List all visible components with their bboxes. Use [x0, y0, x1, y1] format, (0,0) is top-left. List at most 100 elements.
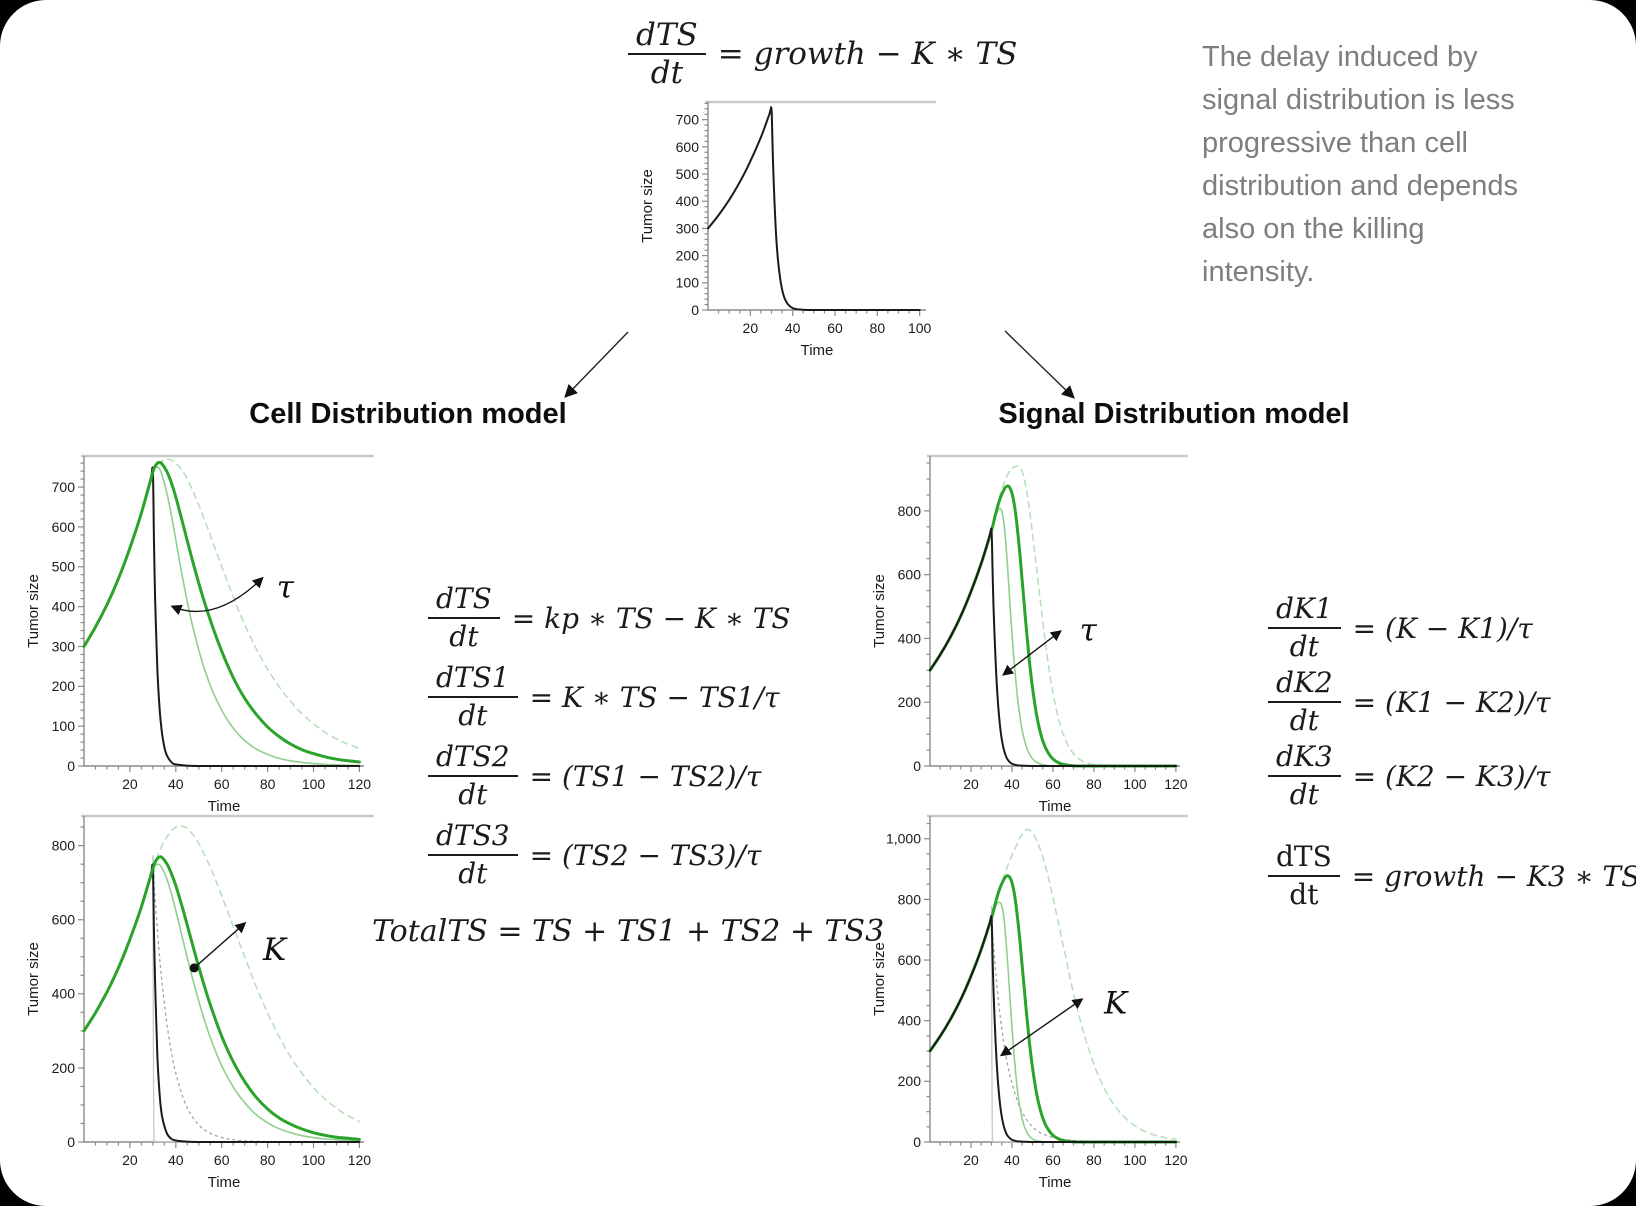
svg-text:500: 500: [676, 166, 700, 182]
side-note: The delay induced by signal distribution…: [1202, 41, 1519, 288]
y-axis: 0 200 400 600 800 1,000: [886, 822, 930, 1150]
svg-text:100: 100: [908, 320, 932, 336]
svg-text:40: 40: [168, 1152, 184, 1168]
equation-row: dTS3 dt = (TS2 − TS3)/τ: [428, 819, 761, 891]
cell-model-title: Cell Distribution model: [249, 398, 567, 430]
svg-text:40: 40: [785, 320, 801, 336]
svg-text:120: 120: [348, 776, 372, 792]
series-k-large-black: [83, 863, 361, 1144]
svg-text:80: 80: [1086, 776, 1102, 792]
svg-text:0: 0: [67, 758, 75, 774]
svg-text:1,000: 1,000: [886, 831, 921, 847]
annotation-arrow: [999, 998, 1084, 1057]
series-tau-mid-bold: [928, 484, 1178, 768]
cell-model-equations: dTS dt = kp ∗ TS − K ∗ TS dTS1 dt = K ∗ TS − …: [372, 582, 884, 956]
y-axis-label: Tumor size: [871, 574, 888, 648]
overview-plot: 0 100 200 300 400 500 600 700 20 40 60 80 100 Time Tum…: [639, 100, 936, 359]
equation-row: TotalTS = TS + TS1 + TS2 + TS3: [372, 914, 885, 949]
series-k-mid-gray-dotted: [83, 867, 361, 1143]
x-axis: 20 40 60 80 100 120: [939, 766, 1188, 792]
series-k-large-black: [929, 915, 1177, 1144]
svg-text:700: 700: [52, 479, 76, 495]
annotation-arrow: [170, 576, 264, 616]
equation-row: dTS dt = growth − K3 ∗ TS: [1268, 840, 1636, 912]
svg-text:400: 400: [898, 630, 922, 646]
svg-text:0: 0: [913, 758, 921, 774]
annotation-label: τ: [277, 570, 295, 606]
series-no-delay-black: [929, 527, 1177, 768]
svg-text:20: 20: [963, 776, 979, 792]
svg-text:300: 300: [676, 220, 700, 236]
x-axis-label: Time: [801, 342, 834, 359]
equation-row: dTS dt = growth − K ∗ TS: [628, 18, 1017, 90]
signal-model-title: Signal Distribution model: [998, 398, 1350, 430]
equation-row: dTS1 dt = K ∗ TS − TS1/τ: [428, 661, 779, 733]
svg-text:100: 100: [1123, 776, 1147, 792]
svg-text:100: 100: [1123, 1152, 1147, 1168]
annotation-arrow: [1002, 630, 1062, 676]
svg-text:20: 20: [122, 1152, 138, 1168]
x-axis: 20 40 60 80 100: [717, 310, 932, 336]
svg-text:0: 0: [913, 1134, 921, 1150]
series-black: [707, 106, 921, 311]
svg-text:120: 120: [348, 1152, 372, 1168]
fraction: dTS dt: [1268, 840, 1340, 912]
svg-text:400: 400: [898, 1013, 922, 1029]
signal-model-k-chart: 0 200 400 600 800 1,000 20 40 60 80 100 120 Time Tumo…: [868, 808, 1188, 1201]
equation-row: dK3 dt = (K2 − K3)/τ: [1268, 740, 1551, 812]
svg-text:600: 600: [676, 139, 700, 155]
cell-k-plot: 0 200 400 600 800 20 40 60 80 100 120 Time Tumor siz…: [25, 814, 374, 1191]
svg-text:120: 120: [1164, 776, 1188, 792]
y-axis-label: Tumor size: [639, 169, 656, 243]
cell-model-k-chart: 0 200 400 600 800 20 40 60 80 100 120 Time Tumor siz…: [22, 808, 374, 1201]
x-axis-label: Time: [1039, 798, 1072, 815]
cell-model-tau-chart: 0 100 200 300 400 500 600 700 20 40 60 80 100 120 Time…: [22, 448, 374, 825]
svg-text:80: 80: [260, 776, 276, 792]
series-k-ref-bold: [928, 874, 1178, 1144]
y-axis: 0 200 400 600 800: [52, 826, 84, 1150]
x-axis: 20 40 60 80 100 120: [94, 1142, 372, 1168]
fraction: dTS2 dt: [428, 740, 518, 812]
annotation-label: K: [1103, 985, 1129, 1021]
svg-text:60: 60: [1045, 1152, 1061, 1168]
equation-row: dK1 dt = (K − K1)/τ: [1268, 592, 1533, 664]
series-tau-mid-bold: [82, 460, 361, 764]
arrow-to-cell-model: [564, 331, 629, 398]
series-no-delay-black: [83, 466, 361, 768]
y-axis-label: Tumor size: [25, 574, 42, 648]
signal-model-equations: dK1 dt = (K − K1)/τ dK2 dt = (K1 − K2)/τ dK3 dt…: [1268, 592, 1636, 914]
svg-text:200: 200: [898, 694, 922, 710]
annotation-arrow: [193, 921, 247, 969]
y-axis: 0 200 400 600 800: [898, 462, 930, 774]
svg-text:60: 60: [214, 1152, 230, 1168]
svg-text:500: 500: [52, 559, 76, 575]
signal-tau-plot: 0 200 400 600 800 20 40 60 80 100 120 Time Tumor siz…: [871, 454, 1188, 815]
svg-text:600: 600: [52, 519, 76, 535]
svg-text:200: 200: [898, 1073, 922, 1089]
svg-text:80: 80: [1086, 1152, 1102, 1168]
x-axis: 20 40 60 80 100 120: [939, 1142, 1188, 1168]
y-axis: 0 100 200 300 400 500 600 700: [52, 462, 84, 774]
svg-text:600: 600: [898, 567, 922, 583]
signal-model-tau-chart: 0 200 400 600 800 20 40 60 80 100 120 Time Tumor siz…: [868, 448, 1188, 825]
arrow-to-signal-model: [1004, 330, 1075, 399]
equation-row: dTS2 dt = (TS1 − TS2)/τ: [428, 740, 761, 812]
svg-text:0: 0: [67, 1134, 75, 1150]
svg-text:80: 80: [870, 320, 886, 336]
svg-text:400: 400: [52, 599, 76, 615]
series-tau-large-dashed: [929, 465, 1177, 767]
y-axis: 0 100 200 300 400 500 600 700: [676, 102, 708, 318]
svg-text:300: 300: [52, 638, 76, 654]
fraction: dK3 dt: [1268, 740, 1341, 812]
equation-row: dTS dt = kp ∗ TS − K ∗ TS: [428, 582, 791, 654]
overview-chart: 0 100 200 300 400 500 600 700 20 40 60 80 100 Time Tum…: [636, 92, 936, 369]
series-tau-large-dashed: [83, 458, 361, 750]
svg-text:120: 120: [1164, 1152, 1188, 1168]
svg-text:200: 200: [52, 678, 76, 694]
svg-text:60: 60: [827, 320, 843, 336]
y-axis-label: Tumor size: [871, 942, 888, 1016]
fraction: dTS3 dt: [428, 819, 518, 891]
svg-text:100: 100: [302, 776, 326, 792]
series-k-huge-gray: [83, 855, 361, 1143]
svg-text:600: 600: [52, 912, 76, 928]
